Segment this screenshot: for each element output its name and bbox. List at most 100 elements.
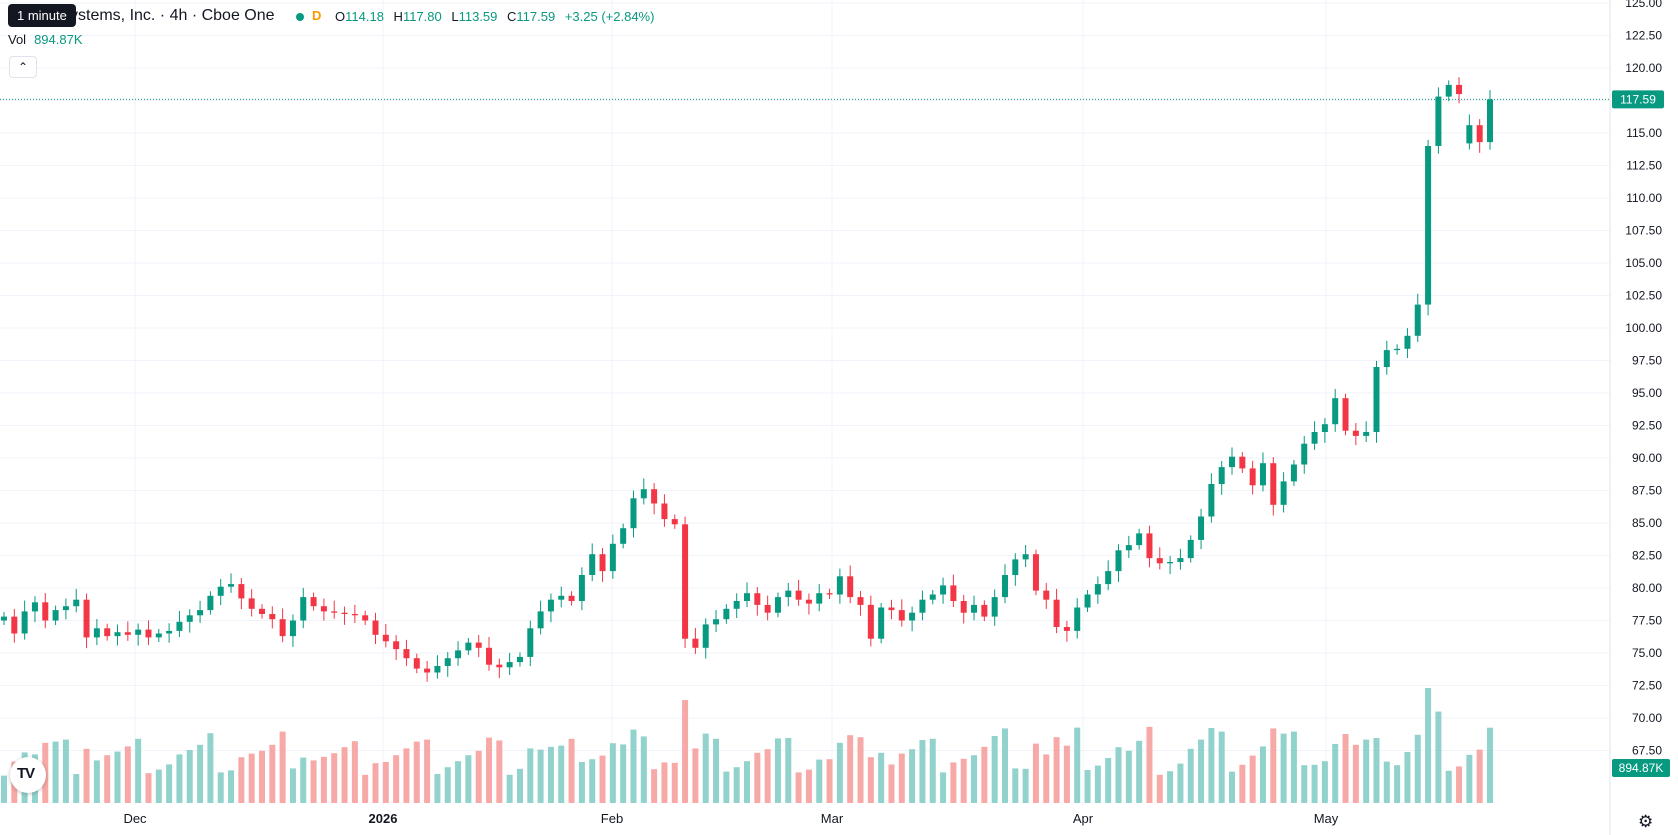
price-tick-label: 107.50 (1625, 224, 1662, 238)
candle-body (805, 599, 812, 604)
volume-bar (1311, 764, 1318, 803)
price-axis[interactable]: 125.00122.50120.00117.50115.00112.50110.… (1609, 0, 1670, 835)
volume-bar (1456, 766, 1463, 803)
volume-bar (362, 774, 369, 803)
volume-bar (558, 745, 565, 803)
candle-body (248, 598, 255, 609)
time-tick-label: May (1314, 811, 1339, 826)
time-tick-label: Dec (123, 811, 147, 826)
volume-bar (1352, 744, 1359, 803)
volume-bar (475, 750, 482, 803)
volume-bar (919, 740, 926, 803)
open-value: 114.18 (345, 9, 384, 24)
candle-body (744, 593, 750, 601)
high-value: 117.80 (402, 9, 442, 24)
volume-bar (382, 762, 389, 803)
candle-body (702, 624, 709, 648)
candle-body (506, 662, 513, 668)
candle-body (1332, 398, 1339, 425)
price-tick-label: 102.50 (1625, 289, 1662, 303)
volume-bar (372, 763, 379, 803)
candle-body (1487, 99, 1493, 143)
candle-body (1115, 550, 1122, 572)
volume-bar (258, 750, 265, 803)
volume-bar (516, 768, 523, 803)
candle-body (857, 597, 864, 605)
symbol-title[interactable]: ystems, Inc. · 4h · Cboe One (70, 7, 275, 24)
candle-body (568, 595, 575, 601)
volume-bar (940, 772, 947, 803)
candle-body (764, 604, 771, 613)
price-tick-label: 90.00 (1632, 451, 1662, 465)
volume-bar (733, 767, 740, 803)
candle-body (1270, 463, 1277, 505)
volume-bar (444, 767, 451, 803)
volume-bar (692, 748, 699, 803)
volume-bar (836, 742, 843, 803)
volume-bar (1053, 737, 1060, 803)
volume-bar (1105, 758, 1112, 803)
volume-legend: Vol 894.87K (8, 32, 83, 47)
volume-bar (114, 751, 121, 803)
candle-body (269, 614, 276, 620)
price-tick-label: 100.00 (1625, 321, 1662, 335)
candle-body (1177, 558, 1184, 562)
volume-bar (228, 770, 235, 803)
volume-bar (671, 762, 678, 803)
volume-bar (1115, 747, 1122, 803)
market-status-pill[interactable]: D (288, 6, 334, 28)
candle-body (1043, 590, 1050, 600)
volume-bar (486, 737, 493, 803)
volume-bar (1321, 761, 1328, 803)
candle-body (713, 619, 720, 625)
volume-bar (1435, 711, 1442, 803)
candle-body (960, 601, 967, 613)
candle-body (372, 620, 379, 635)
candle-body (104, 628, 111, 637)
gear-icon[interactable]: ⚙ (1638, 812, 1654, 831)
volume-bar (1301, 765, 1308, 803)
volume-bar (455, 761, 462, 803)
candle-body (671, 519, 678, 525)
price-tick-label: 77.50 (1632, 614, 1662, 628)
candle-body (589, 554, 596, 575)
candle-body (537, 611, 544, 629)
candle-body (93, 628, 100, 638)
volume-bar (104, 755, 111, 803)
candle-body (155, 633, 162, 638)
candle-body (991, 597, 998, 617)
volume-bar (238, 757, 245, 803)
candle-body (31, 602, 38, 612)
candle-body (888, 607, 895, 611)
volume-bar (1094, 765, 1101, 803)
candle-body (11, 616, 18, 634)
volume-bar (1487, 727, 1493, 803)
volume-bar (1414, 734, 1421, 803)
price-tick-label: 75.00 (1632, 646, 1662, 660)
candle-body (878, 607, 885, 639)
volume-bar (124, 746, 131, 803)
volume-label: Vol (8, 32, 27, 47)
candle-body (238, 584, 245, 599)
volume-bar (217, 772, 224, 803)
candle-body (403, 649, 410, 659)
candle-body (83, 599, 90, 638)
volume-bar (723, 771, 730, 803)
current-price-badge (1612, 90, 1664, 109)
candle-body (919, 599, 926, 613)
candlesticks (1, 77, 1493, 682)
high-label: H (393, 9, 403, 24)
tradingview-logo[interactable]: TV (10, 757, 46, 793)
current-volume-label: 894.87K (1619, 761, 1664, 775)
volume-bar (434, 774, 441, 803)
volume-bar (62, 739, 69, 803)
candle-body (909, 612, 916, 621)
change-value: +3.25 (+2.84%) (564, 9, 655, 24)
candle-body (981, 604, 988, 617)
candle-body (898, 610, 905, 621)
collapse-legend-button[interactable]: ⌃ (9, 56, 37, 78)
candle-body (1476, 125, 1483, 143)
candle-body (774, 597, 781, 613)
time-axis[interactable]: Dec 2026 Feb Mar Apr May (123, 811, 1338, 826)
